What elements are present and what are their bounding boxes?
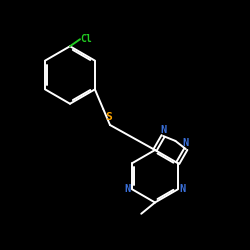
Text: S: S (106, 112, 112, 122)
Text: N: N (179, 184, 185, 194)
Text: N: N (160, 125, 166, 135)
Text: Cl: Cl (80, 34, 92, 44)
Text: N: N (183, 138, 189, 148)
Text: N: N (125, 184, 131, 194)
